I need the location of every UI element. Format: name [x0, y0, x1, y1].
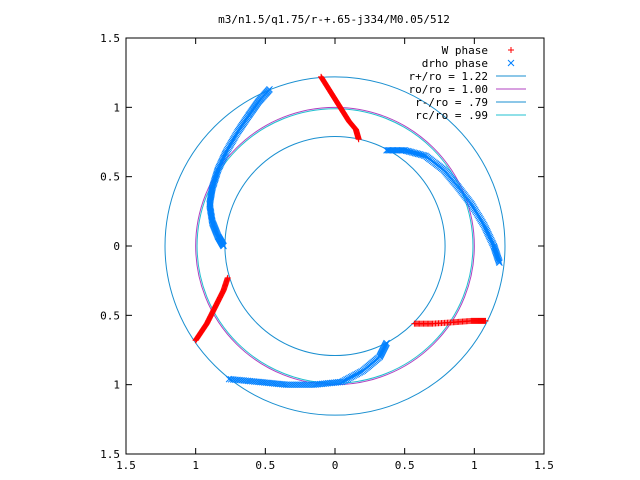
y-tick-label: 1 [113, 379, 120, 392]
y-tick-label: 0 [113, 240, 120, 253]
drho-phase-point [490, 243, 498, 251]
axis-ticks: 1.5 1 0.5 0 0.5 1 1.51.510.500.511.5 [100, 32, 554, 472]
x-tick-label: 0.5 [395, 459, 415, 472]
y-tick-label: 1 [113, 101, 120, 114]
x-tick-label: 1.5 [116, 459, 136, 472]
drho-phase-point [493, 250, 500, 258]
legend-label: r+/ro = 1.22 [409, 70, 488, 83]
legend-label: W phase [442, 44, 488, 57]
drho-phase-point [495, 256, 502, 264]
drho-phase-point [220, 242, 227, 250]
legend-label: r-/ro = .79 [415, 96, 488, 109]
y-tick-label: 1.5 [100, 448, 120, 461]
reference-circles [164, 76, 506, 416]
legend-label: rc/ro = .99 [415, 109, 488, 122]
drho-phase-point [491, 246, 499, 253]
legend-label: ro/ro = 1.00 [409, 83, 488, 96]
legend-label: drho phase [422, 57, 488, 70]
drho-phase-point [494, 254, 502, 262]
w-phase-point [482, 317, 489, 324]
x-tick-label: 1 [192, 459, 199, 472]
w-phase-point [508, 47, 514, 53]
drho-phase-point [494, 253, 501, 261]
x-tick-label: 1.5 [534, 459, 554, 472]
drho-phase-point [507, 59, 515, 67]
w-phase-point [192, 337, 199, 344]
x-tick-label: 0.5 [255, 459, 275, 472]
x-tick-label: 1 [471, 459, 478, 472]
drho-phase-point [492, 247, 499, 255]
drho-phase-point [493, 252, 501, 259]
y-tick-label: 0.5 [100, 309, 120, 322]
w-phase-point [355, 136, 362, 143]
phase-points [192, 73, 503, 389]
drho-phase-point [495, 258, 503, 265]
x-tick-label: 0 [332, 459, 339, 472]
chart-title: m3/n1.5/q1.75/r-+.65-j334/M0.05/512 [218, 13, 450, 26]
circle-line [196, 108, 474, 384]
circle-line [164, 76, 506, 416]
drho-phase-point [383, 339, 390, 347]
drho-phase-point [496, 259, 503, 266]
drho-phase-point [494, 255, 502, 263]
drho-phase-point [491, 245, 498, 252]
drho-phase-point [492, 249, 500, 257]
circle-line [224, 135, 446, 357]
drho-phase-point [492, 248, 500, 256]
y-tick-label: 0.5 [100, 171, 120, 184]
drho-phase-point [490, 242, 498, 250]
y-tick-label: 1.5 [100, 32, 120, 45]
